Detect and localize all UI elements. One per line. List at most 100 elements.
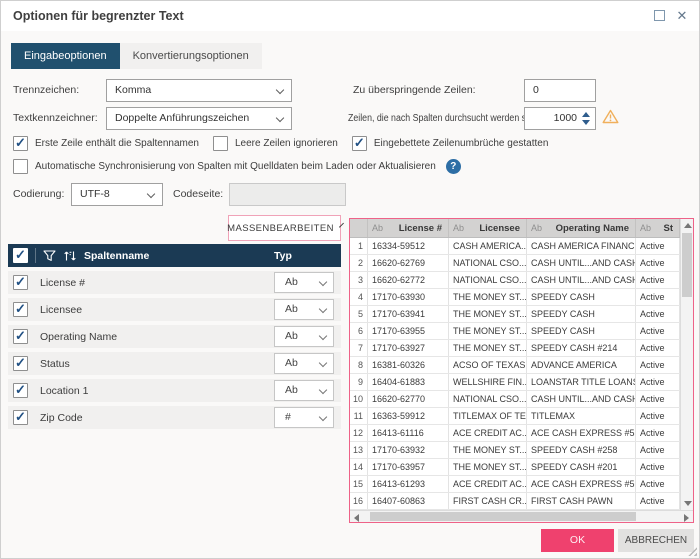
title-bar: Optionen für begrenzter Text ✕ [1,1,699,31]
cell-licensee: THE MONEY ST... [449,459,527,475]
table-row: 9 16404-61883 WELLSHIRE FIN... LOANSTAR … [350,374,680,391]
column-table-header: Spaltenname Typ [8,244,341,267]
preview-header-license[interactable]: Ab License # [368,219,449,237]
vertical-scroll-thumb[interactable] [682,233,692,297]
column-row: Licensee Ab [8,298,341,321]
bulk-edit-button[interactable]: MASSENBEARBEITEN [227,215,344,241]
column-type-select[interactable]: Ab [274,326,334,347]
column-row-name: Licensee [40,303,83,316]
scan-rows-stepper[interactable]: 1000 [524,107,596,130]
column-row-checkbox[interactable] [13,274,28,290]
column-row-checkbox[interactable] [13,301,28,317]
delimiter-value: Komma [115,84,152,96]
chevron-down-icon [338,222,344,228]
auto-sync-columns-checkbox[interactable] [13,159,28,174]
vertical-scrollbar[interactable] [680,219,693,510]
column-type-select[interactable]: # [274,407,334,428]
table-row: 11 16363-59912 TITLEMAX OF TE... TITLEMA… [350,408,680,425]
encoding-select[interactable]: UTF-8 [71,183,163,206]
stepper-arrows[interactable] [581,110,591,127]
cell-licensee: ACE CREDIT AC... [449,425,527,441]
cell-licensee: WELLSHIRE FIN... [449,374,527,390]
preview-body: 1 16334-59512 CASH AMERICA... CASH AMERI… [350,238,680,510]
preview-header-status[interactable]: Ab St [636,219,680,237]
scroll-up-icon[interactable] [684,223,692,228]
cancel-button[interactable]: ABBRECHEN [618,529,694,552]
ok-button[interactable]: OK [541,529,614,552]
column-type-select[interactable]: Ab [274,380,334,401]
scroll-right-icon[interactable] [684,514,689,522]
chevron-down-icon [318,358,328,368]
column-type-select[interactable]: Ab [274,353,334,374]
column-row-name: Status [40,357,70,370]
row-number: 12 [350,425,368,441]
cell-operating-name: ACE CASH EXPRESS #550 [527,425,636,441]
data-preview-table: Ab License # Ab Licensee Ab Operating Na… [349,218,694,523]
cell-status: Active [636,391,680,407]
column-type-select[interactable]: Ab [274,299,334,320]
skip-rows-input[interactable]: 0 [524,79,596,102]
skip-rows-value: 0 [533,84,539,96]
filter-icon[interactable] [43,249,56,262]
cell-status: Active [636,357,680,373]
preview-header-licensee[interactable]: Ab Licensee [449,219,527,237]
scroll-down-icon[interactable] [684,501,692,506]
help-icon[interactable]: ? [445,159,461,174]
maximize-icon[interactable] [654,10,665,21]
cell-status: Active [636,442,680,458]
column-row-name: Zip Code [40,411,83,424]
cell-licensee: NATIONAL CSO... [449,272,527,288]
chevron-down-icon [146,189,156,199]
row-number: 5 [350,306,368,322]
checkbox-row-2: Automatische Synchronisierung von Spalte… [13,159,461,174]
cell-license: 17170-63941 [368,306,449,322]
column-row-checkbox[interactable] [13,409,28,425]
first-row-headers-checkbox[interactable] [13,135,28,151]
cell-license: 16413-61293 [368,476,449,492]
cell-status: Active [636,289,680,305]
stepper-up-icon[interactable] [582,112,590,117]
text-qualifier-label: Textkennzeichner: [13,112,98,124]
column-row-checkbox[interactable] [13,328,28,344]
text-qualifier-select[interactable]: Doppelte Anführungszeichen [106,107,292,130]
resize-grip[interactable] [687,546,697,556]
delimiter-select[interactable]: Komma [106,79,292,102]
codepage-label: Codeseite: [173,188,224,200]
cell-license: 16334-59512 [368,238,449,254]
column-type-select[interactable]: Ab [274,272,334,293]
embedded-line-breaks-checkbox[interactable] [351,135,367,151]
table-row: 5 17170-63941 THE MONEY ST... SPEEDY CAS… [350,306,680,323]
chevron-down-icon [318,277,328,287]
chevron-down-icon [275,85,285,95]
column-row-checkbox[interactable] [13,382,28,398]
first-row-headers-label: Erste Zeile enthält die Spaltennamen [35,138,199,149]
table-row: 7 17170-63927 THE MONEY ST... SPEEDY CAS… [350,340,680,357]
cell-license: 16407-60863 [368,493,449,509]
table-row: 14 17170-63957 THE MONEY ST... SPEEDY CA… [350,459,680,476]
close-icon[interactable]: ✕ [676,8,688,23]
cell-operating-name: SPEEDY CASH [527,306,636,322]
text-qualifier-value: Doppelte Anführungszeichen [115,112,250,124]
cell-operating-name: SPEEDY CASH #214 [527,340,636,356]
row-number: 6 [350,323,368,339]
horizontal-scrollbar[interactable] [350,510,693,522]
row-number: 15 [350,476,368,492]
stepper-down-icon[interactable] [582,120,590,125]
cell-status: Active [636,272,680,288]
codepage-select-disabled [229,183,346,206]
horizontal-scroll-thumb[interactable] [370,512,636,521]
preview-header-operating-name[interactable]: Ab Operating Name [527,219,636,237]
column-type-value: Ab [285,330,298,342]
select-all-checkbox[interactable] [13,247,28,263]
sort-icon[interactable] [63,250,77,262]
row-number: 1 [350,238,368,254]
tab-conversion-options[interactable]: Konvertierungsoptionen [132,50,249,62]
cell-status: Active [636,459,680,475]
column-type-value: Ab [285,276,298,288]
scroll-left-icon[interactable] [354,514,359,522]
row-number: 3 [350,272,368,288]
bulk-edit-label: MASSENBEARBEITEN [227,222,334,234]
tab-input-options[interactable]: Eingabeoptionen [11,43,120,69]
column-row-checkbox[interactable] [13,355,28,371]
ignore-empty-rows-checkbox[interactable] [213,136,228,151]
